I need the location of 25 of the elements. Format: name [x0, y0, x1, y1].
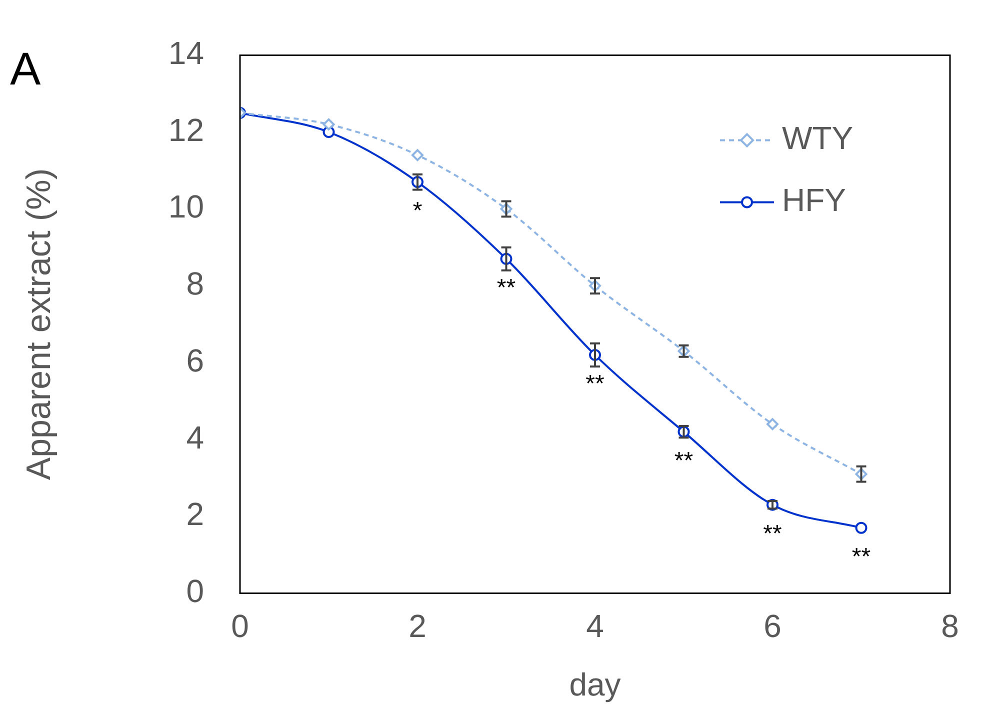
y-tick-label: 8 [186, 266, 204, 302]
annotation: ** [586, 370, 604, 398]
annotation: ** [852, 543, 871, 570]
y-tick-label: 0 [186, 573, 204, 610]
x-tick-label: 2 [408, 608, 426, 644]
legend-label: WTY [782, 120, 854, 156]
annotation: * [412, 198, 422, 225]
text: A [10, 42, 41, 95]
y-tick-label: 6 [186, 342, 204, 378]
x-tick-label: 0 [231, 608, 249, 644]
y-axis-title: Apparent extract (%) [20, 168, 58, 480]
point [855, 522, 868, 534]
y-tick-label: 10 [168, 188, 204, 225]
y-tick-label: 14 [168, 35, 204, 72]
x-tick-label: 8 [941, 608, 959, 644]
annotation: ** [674, 447, 694, 474]
annotation: ** [763, 520, 782, 548]
x-tick-label: 4 [586, 608, 604, 644]
legend-label: HFY [782, 182, 846, 218]
x-axis-title: day [569, 666, 621, 703]
y-tick-label: 12 [168, 112, 204, 148]
annotation: ** [496, 274, 516, 302]
y-tick-label: 4 [186, 419, 204, 456]
x-tick-label: 6 [764, 608, 782, 644]
y-tick-label: 2 [186, 496, 204, 532]
